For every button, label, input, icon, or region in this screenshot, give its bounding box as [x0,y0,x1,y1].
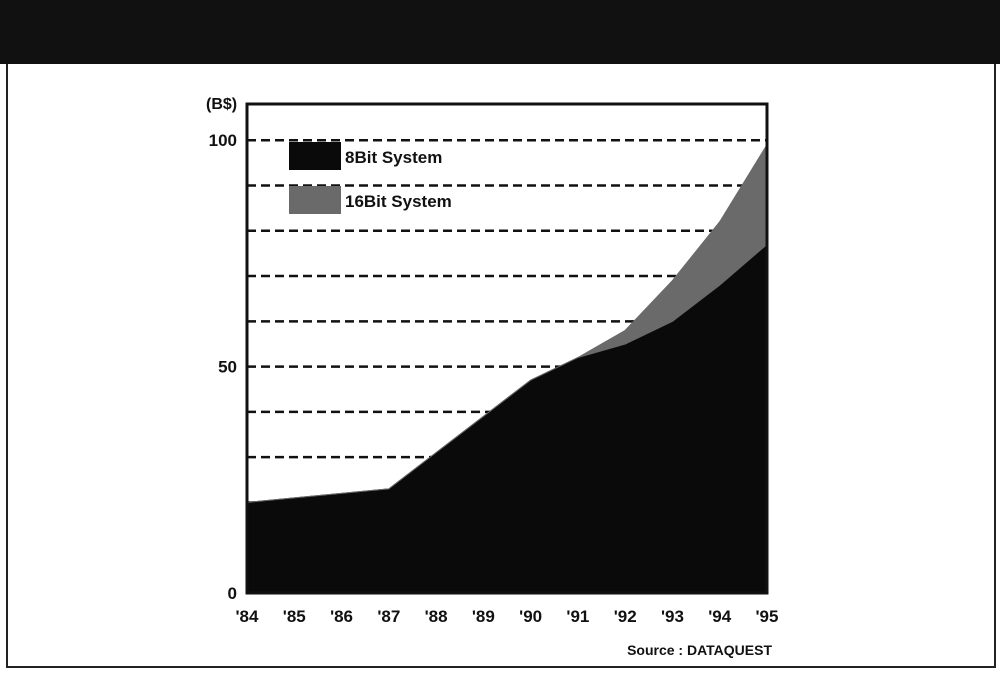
legend-swatch [289,142,341,170]
y-tick-labels: 0 50 100 [209,131,237,603]
x-tick-label: '87 [377,607,400,626]
x-tick-label: '93 [661,607,684,626]
legend: 8Bit System 16Bit System [289,142,452,214]
y-tick-label: 100 [209,131,237,150]
slide-frame [6,64,996,668]
header-bar [0,0,1000,64]
x-tick-label: '90 [519,607,542,626]
x-tick-label: '92 [614,607,637,626]
x-tick-label: '91 [566,607,589,626]
y-tick-label: 0 [228,584,237,603]
legend-swatch [289,186,341,214]
x-tick-label: '95 [756,607,779,626]
y-tick-label: 50 [218,358,237,377]
x-tick-label: '88 [425,607,448,626]
legend-label: 16Bit System [345,192,452,211]
y-unit-label: (B$) [206,96,237,113]
legend-label: 8Bit System [345,148,442,167]
plot-border [245,102,769,595]
x-tick-labels: '84 '85 '86 '87 '88 '89 '90 '91 '92 '93 '94 '95 [236,607,779,626]
x-tick-label: '94 [708,607,731,626]
x-tick-label: '86 [330,607,353,626]
source-label: Source : DATAQUEST [627,642,772,658]
x-tick-label: '85 [283,607,306,626]
x-tick-label: '89 [472,607,495,626]
x-tick-label: '84 [236,607,259,626]
